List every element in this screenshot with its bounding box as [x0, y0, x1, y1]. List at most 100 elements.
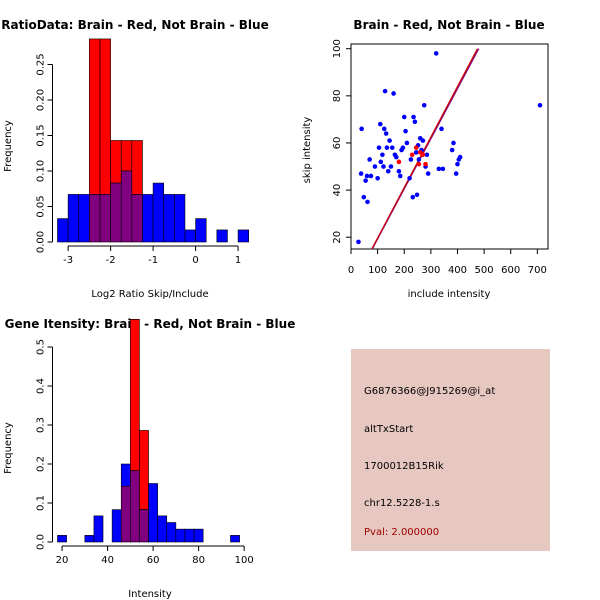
overlap-bar [130, 470, 140, 543]
not-brain-point [387, 138, 392, 143]
not-brain-point [411, 114, 416, 120]
not-brain-bar [175, 528, 186, 543]
not-brain-point [361, 194, 367, 200]
not-brain-point [424, 152, 430, 158]
gene-name: 1700012B15Rik [364, 461, 444, 472]
not-brain-bar [216, 229, 228, 243]
gene-histogram-panel: Gene Itensity: Brain - Red, Not Brain - … [3, 317, 295, 600]
not-brain-bar [78, 194, 90, 243]
x-tick-label: 600 [501, 265, 520, 276]
not-brain-bar [152, 182, 165, 243]
not-brain-point [359, 126, 364, 132]
not-brain-bar [184, 229, 196, 243]
not-brain-bar [93, 515, 104, 543]
not-brain-point [376, 145, 382, 150]
not-brain-point [397, 173, 403, 179]
not-brain-point [400, 145, 406, 150]
y-tick-label: 0.1 [36, 495, 47, 511]
probe-id: G6876366@J915269@i_at [364, 386, 496, 397]
x-tick-label: 1 [235, 255, 241, 266]
brain-bar [130, 319, 140, 471]
not-brain-bar [142, 194, 154, 243]
not-brain-point [385, 168, 391, 174]
x-tick-label: 80 [192, 555, 205, 566]
not-brain-point [436, 166, 442, 172]
not-brain-point [365, 199, 370, 205]
brain-point [409, 152, 415, 158]
y-tick-label: 0.25 [36, 53, 47, 75]
not-brain-point [414, 192, 420, 198]
y-tick-label: 0.10 [36, 160, 47, 182]
not-brain-point [356, 239, 361, 245]
not-brain-bar [195, 218, 207, 243]
not-brain-point [389, 145, 395, 150]
chromosome-location: chr12.5228-1.s [364, 498, 440, 509]
overlap-bar [99, 194, 111, 243]
not-brain-point [413, 150, 419, 155]
not-brain-point [433, 51, 439, 56]
not-brain-point [384, 145, 390, 150]
brain-point [396, 159, 402, 165]
scatter-plot-box [350, 43, 549, 250]
brain-bar [120, 140, 133, 172]
scatter-ylabel: skip intensity [302, 117, 313, 184]
not-brain-point [457, 154, 463, 160]
x-tick-label: 0 [348, 265, 354, 276]
x-tick-label: 700 [528, 265, 547, 276]
overlap-bar [120, 170, 133, 243]
not-brain-point [410, 194, 416, 200]
y-tick-label: 0.4 [36, 378, 47, 394]
not-brain-bar [166, 522, 177, 543]
not-brain-point [453, 171, 459, 176]
gene-xlabel: Intensity [128, 589, 172, 600]
gene-ylabel: Frequency [3, 422, 14, 474]
x-tick-label: 0 [192, 255, 198, 266]
not-brain-point [381, 126, 387, 132]
scatter-title: Brain - Red, Not Brain - Blue [353, 18, 544, 32]
x-tick-label: 300 [421, 265, 440, 276]
y-tick-label: 0.2 [36, 456, 47, 472]
brain-bar [89, 38, 101, 195]
not-brain-point [537, 102, 543, 108]
x-tick-label: 60 [147, 555, 160, 566]
not-brain-point [358, 171, 364, 176]
p-value: Pval: 2.000000 [364, 527, 440, 538]
x-tick-label: 500 [475, 265, 494, 276]
not-brain-point [439, 126, 444, 132]
ratio-histogram-panel: RatioData: Brain - Red, Not Brain - Blue… [1, 18, 268, 300]
y-tick-label: 0.0 [36, 534, 47, 550]
not-brain-bar [57, 535, 67, 543]
not-brain-point [420, 138, 426, 143]
not-brain-point [451, 140, 456, 146]
x-tick-label: -1 [148, 255, 158, 266]
not-brain-bar [230, 535, 240, 543]
y-tick-label: 60 [332, 137, 343, 150]
ratio-title: RatioData: Brain - Red, Not Brain - Blue [1, 18, 268, 32]
not-brain-point [383, 131, 389, 136]
not-brain-point [363, 178, 368, 183]
not-brain-bar [174, 194, 186, 243]
brain-point [416, 161, 422, 167]
x-tick-label: 400 [448, 265, 467, 276]
not-brain-bar [84, 535, 95, 543]
brain-bar [110, 140, 122, 184]
not-brain-bar [57, 218, 69, 243]
not-brain-bar [193, 528, 204, 543]
probe-info-panel: G6876366@J915269@i_at altTxStart 1700012… [351, 349, 550, 551]
not-brain-bar [163, 194, 175, 243]
not-brain-point [380, 152, 385, 158]
not-brain-point [377, 121, 383, 127]
not-brain-point [372, 164, 378, 169]
brain-point [413, 145, 419, 150]
brain-point [420, 152, 426, 158]
not-brain-point [404, 140, 410, 146]
not-brain-point [408, 157, 414, 162]
not-brain-bar [157, 515, 168, 543]
y-tick-label: 20 [332, 231, 343, 244]
not-brain-point [378, 159, 384, 165]
y-tick-label: 40 [332, 184, 343, 197]
overlap-bar [120, 485, 131, 543]
gene-title: Gene Itensity: Brain - Red, Not Brain - … [5, 317, 296, 331]
x-tick-label: -2 [106, 255, 116, 266]
